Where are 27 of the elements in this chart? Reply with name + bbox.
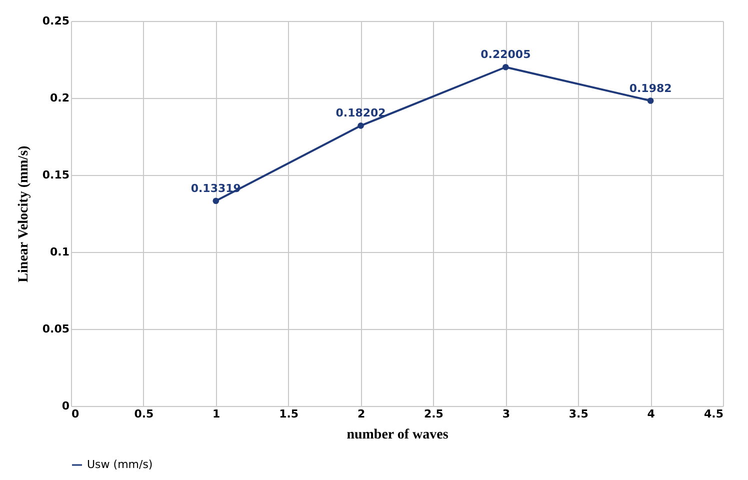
point xyxy=(647,98,654,104)
y-tick-label: 0.05 xyxy=(42,322,70,336)
y-tick-label: 0.15 xyxy=(42,168,70,182)
y-tick-label: 0.1 xyxy=(50,246,70,258)
y-tick-label: 0.25 xyxy=(42,14,70,28)
x-tick-label: 1 xyxy=(212,408,220,420)
x-tick-label: 0 xyxy=(72,408,80,420)
point xyxy=(212,198,220,204)
y-axis-title: Linear Velocity (mm/s) xyxy=(16,145,32,282)
x-tick-label: 4.5 xyxy=(704,408,724,420)
data-label: 0.1982 xyxy=(629,82,672,95)
x-tick-label: 4 xyxy=(647,408,656,420)
point xyxy=(358,122,364,129)
legend-label: Usw (mm/s) xyxy=(87,458,153,471)
x-tick-label: 0.5 xyxy=(134,408,154,420)
x-tick-label: 2 xyxy=(357,408,366,420)
x-tick-label: 3.5 xyxy=(568,408,588,420)
y-tick-label: 0.2 xyxy=(50,92,70,104)
x-tick-label: 3 xyxy=(502,408,510,420)
data-label: 0.22005 xyxy=(480,48,531,62)
y-tick-label: 0 xyxy=(62,400,70,412)
point xyxy=(502,64,509,70)
data-label: 0.13319 xyxy=(190,182,241,195)
x-axis-title: number of waves xyxy=(346,428,449,442)
x-tick-label: 1.5 xyxy=(279,408,299,420)
x-tick-label: 2.5 xyxy=(424,408,444,420)
data-label: 0.18202 xyxy=(336,106,386,120)
